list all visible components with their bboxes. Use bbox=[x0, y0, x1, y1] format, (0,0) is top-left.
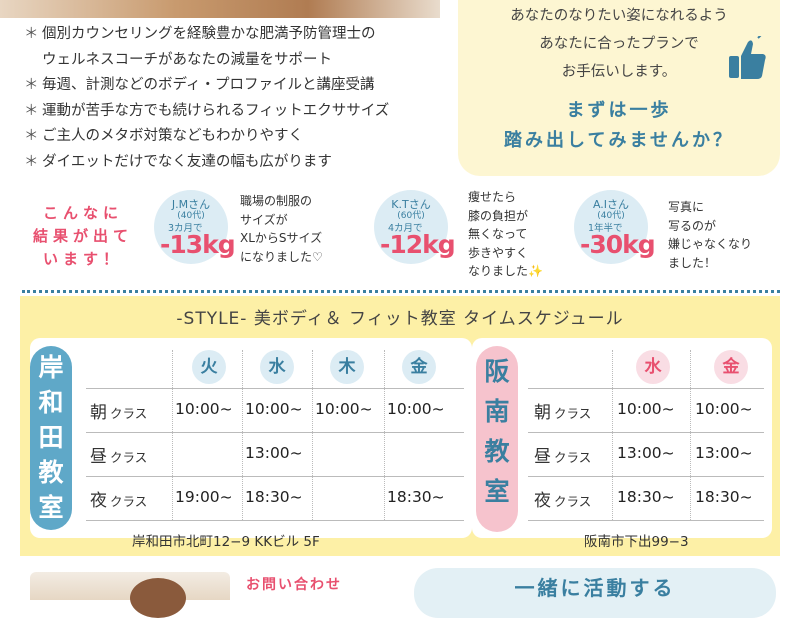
class-row-label: 夜クラス bbox=[90, 491, 148, 511]
day-header: 火 bbox=[192, 350, 226, 384]
result-badge: J.Mさん (40代) 3カ月で -13kg bbox=[154, 190, 236, 264]
kishiwada-schedule-panel bbox=[30, 338, 472, 538]
schedule-cell: 19:00~ bbox=[175, 488, 233, 506]
class-row-label: 朝クラス bbox=[90, 403, 148, 423]
feature-item: ＊個別カウンセリングを経験豊かな肥満予防管理士の bbox=[24, 26, 376, 42]
day-header: 金 bbox=[714, 350, 748, 384]
day-header: 木 bbox=[330, 350, 364, 384]
schedule-cell: 10:00~ bbox=[175, 400, 233, 418]
table-divider bbox=[384, 350, 385, 520]
contact-heading: お問い合わせ bbox=[246, 577, 342, 593]
schedule-cell: 10:00~ bbox=[387, 400, 445, 418]
feature-item: ＊ご主人のメタボ対策などもわかりやすく bbox=[24, 128, 303, 144]
table-divider bbox=[86, 432, 464, 433]
table-divider bbox=[528, 476, 764, 477]
testimonial-text: 痩せたら 膝の負担が 無くなって 歩きやすく なりました✨ bbox=[468, 190, 543, 278]
result-badge: A.Iさん (40代) 1年半で -30kg bbox=[574, 190, 656, 264]
schedule-cell: 18:30~ bbox=[617, 488, 675, 506]
schedule-cell: 18:30~ bbox=[695, 488, 753, 506]
feature-list: ＊個別カウンセリングを経験豊かな肥満予防管理士の ウェルネスコーチがあなたの減量… bbox=[24, 22, 444, 175]
promo-line: あなたに合ったプランで bbox=[539, 36, 699, 52]
schedule-cell: 10:00~ bbox=[617, 400, 675, 418]
table-divider bbox=[312, 350, 313, 520]
schedule-cell: 10:00~ bbox=[315, 400, 373, 418]
feature-item: ウェルネスコーチがあなたの減量をサポート bbox=[42, 51, 332, 68]
result-badge: K.Tさん (60代) 4カ月で -12kg bbox=[374, 190, 456, 264]
table-divider bbox=[172, 350, 173, 520]
table-divider bbox=[612, 350, 613, 520]
instructor-figure bbox=[130, 578, 186, 618]
feature-item: ＊ダイエットだけでなく友達の幅も広がります bbox=[24, 153, 332, 170]
results-title: こんなに 結果が出て います！ bbox=[32, 204, 133, 268]
table-divider bbox=[86, 388, 464, 389]
class-row-label: 昼クラス bbox=[534, 447, 592, 467]
table-divider bbox=[528, 388, 764, 389]
schedule-cell: 13:00~ bbox=[245, 444, 303, 462]
feature-item: ＊運動が苦手な方でも続けられるフィットエクササイズ bbox=[24, 102, 390, 119]
table-divider bbox=[86, 520, 464, 521]
top-photo bbox=[0, 0, 440, 18]
table-divider bbox=[86, 476, 464, 477]
class-row-label: 夜クラス bbox=[534, 491, 592, 511]
table-divider bbox=[690, 350, 691, 520]
day-header: 水 bbox=[636, 350, 670, 384]
promo-box: あなたのなりたい姿になれるよう あなたに合ったプランで お手伝いします。 まずは… bbox=[458, 0, 780, 176]
schedule-cell: 18:30~ bbox=[245, 488, 303, 506]
schedule-cell: 13:00~ bbox=[695, 444, 753, 462]
promo-cta-line: 踏み出してみませんか？ bbox=[504, 130, 734, 151]
testimonial-text: 職場の制服の サイズが XLからSサイズ になりました♡ bbox=[240, 194, 323, 264]
feature-item: ＊毎週、計測などのボディ・プロファイルと講座受講 bbox=[24, 77, 375, 93]
hannan-address: 阪南市下出99−3 bbox=[584, 534, 689, 550]
together-banner: 一緒に活動する bbox=[414, 568, 776, 618]
day-header: 水 bbox=[260, 350, 294, 384]
promo-cta-line: まずは一歩 bbox=[566, 100, 672, 121]
dotted-divider bbox=[22, 290, 780, 293]
schedule-cell: 13:00~ bbox=[617, 444, 675, 462]
schedule-cell: 18:30~ bbox=[387, 488, 445, 506]
promo-line: お手伝いします。 bbox=[561, 64, 677, 80]
kishiwada-label: 岸 和 田 教 室 bbox=[30, 346, 72, 530]
testimonial-text: 写真に 写るのが 嫌じゃなくなり ました！ bbox=[668, 200, 753, 270]
kishiwada-address: 岸和田市北町12−9 KKビル 5F bbox=[132, 534, 320, 550]
day-header: 金 bbox=[402, 350, 436, 384]
table-divider bbox=[528, 520, 764, 521]
promo-line: あなたのなりたい姿になれるよう bbox=[510, 8, 728, 24]
thumbs-up-icon bbox=[729, 36, 766, 79]
table-divider bbox=[242, 350, 243, 520]
table-divider bbox=[528, 432, 764, 433]
class-row-label: 朝クラス bbox=[534, 403, 592, 423]
schedule-title: -STYLE- 美ボディ＆ フィット教室 タイムスケジュール bbox=[176, 309, 624, 329]
schedule-cell: 10:00~ bbox=[245, 400, 303, 418]
class-row-label: 昼クラス bbox=[90, 447, 148, 467]
schedule-cell: 10:00~ bbox=[695, 400, 753, 418]
hannan-label: 阪 南 教 室 bbox=[476, 346, 518, 532]
